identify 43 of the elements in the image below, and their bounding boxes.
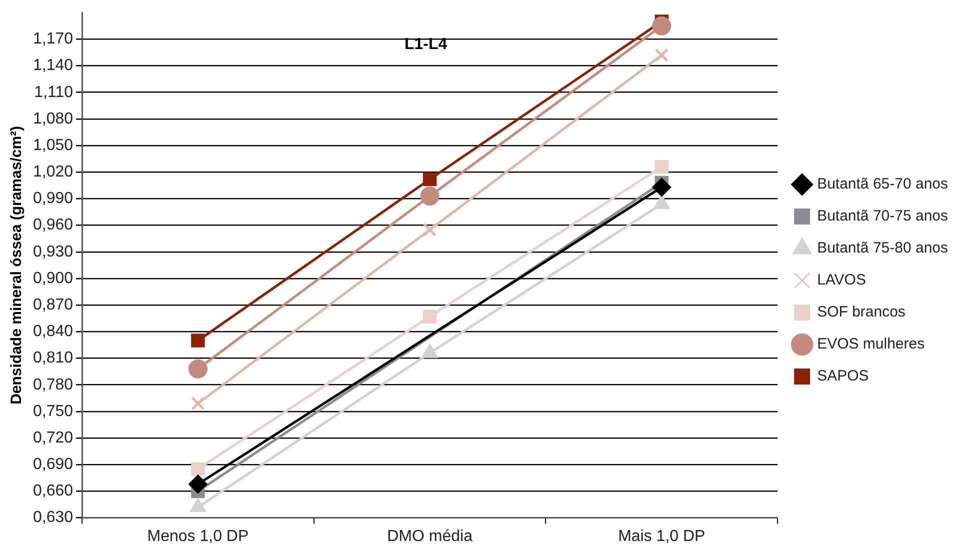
x-tick-label: DMO média [387,528,473,545]
y-tick-label: 0,840 [32,323,74,340]
legend-label: SOF brancos [817,304,906,321]
point [188,359,208,378]
legend-label: LAVOS [817,272,866,289]
y-tick-label: 0,960 [32,216,74,234]
y-tick-label: 1,170 [32,30,74,48]
point [652,178,672,197]
y-tick-label: 1,140 [32,57,74,74]
point [422,310,437,324]
legend-label: EVOS mulheres [817,336,925,353]
point [422,222,437,237]
point [420,186,440,206]
y-tick-label: 0,660 [32,482,74,500]
y-tick-label: 0,870 [32,296,74,314]
point [654,160,669,174]
y-tick-label: 0,630 [32,509,74,526]
legend-label: Butantã 75-80 anos [817,240,948,257]
y-tick-label: 0,810 [32,350,74,367]
x-tick-label: Mais 1,0 DP [618,528,706,545]
point [654,48,669,62]
y-tick-label: 0,900 [32,270,74,287]
y-tick-label: 1,110 [34,84,74,101]
point [422,172,437,186]
legend-label: Butantã 70-75 anos [817,208,948,225]
y-tick-label: 0,930 [32,243,74,260]
y-tick-label: 0,720 [32,429,74,446]
point [188,474,208,494]
y-tick-label: 0,990 [32,190,74,208]
legend-label: Butantã 65-70 anos [817,176,948,193]
y-tick-label: 1,020 [32,164,74,181]
y-tick-label: 1,050 [32,136,74,154]
legend-label: SAPOS [817,368,869,385]
y-axis-title: Densidade mineral óssea (gramas/cm²) [8,126,26,404]
point [191,396,205,410]
y-tick-label: 1,080 [32,110,74,128]
point [191,462,205,476]
point [191,334,205,348]
y-tick-label: 0,780 [32,376,74,394]
y-tick-label: 0,750 [32,402,74,420]
point [652,16,672,36]
y-tick-label: 0,690 [32,456,74,474]
x-tick-label: Menos 1,0 DP [147,528,249,545]
